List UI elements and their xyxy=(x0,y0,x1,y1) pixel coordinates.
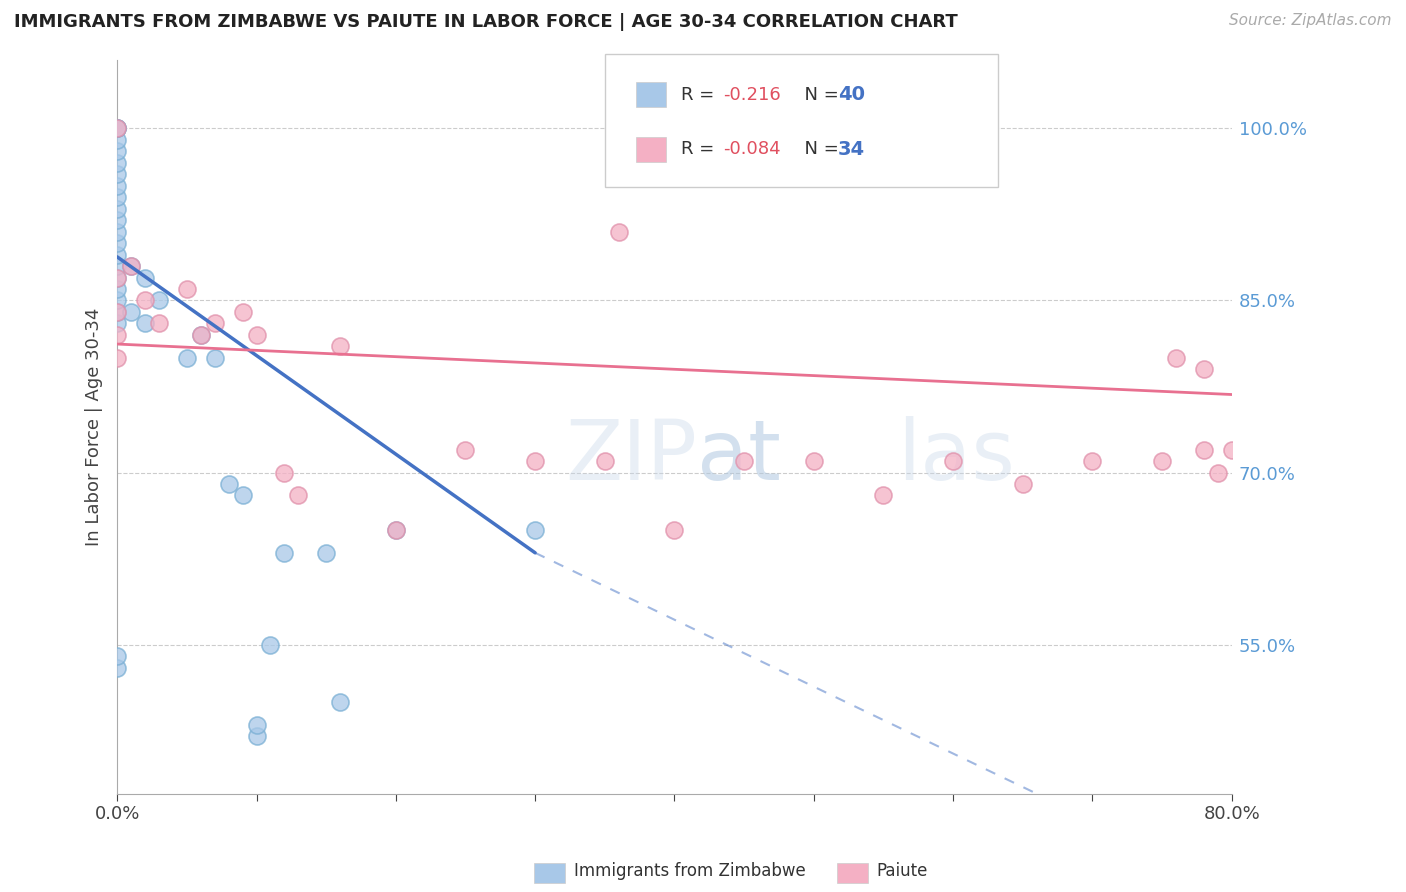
Point xyxy=(232,488,254,502)
Point xyxy=(134,317,156,331)
Point xyxy=(803,454,825,468)
Point xyxy=(733,454,755,468)
Point xyxy=(524,523,547,537)
Point xyxy=(190,327,212,342)
Text: IMMIGRANTS FROM ZIMBABWE VS PAIUTE IN LABOR FORCE | AGE 30-34 CORRELATION CHART: IMMIGRANTS FROM ZIMBABWE VS PAIUTE IN LA… xyxy=(14,13,957,31)
Point xyxy=(232,305,254,319)
Point xyxy=(105,270,128,285)
Text: R =: R = xyxy=(681,86,720,103)
Point xyxy=(273,546,295,560)
Text: -0.216: -0.216 xyxy=(723,86,780,103)
Text: Immigrants from Zimbabwe: Immigrants from Zimbabwe xyxy=(574,862,806,880)
Point xyxy=(454,442,477,457)
Point xyxy=(245,729,267,743)
Point xyxy=(593,454,616,468)
Point xyxy=(1192,362,1215,376)
Point xyxy=(105,305,128,319)
Point xyxy=(134,270,156,285)
Point xyxy=(259,638,281,652)
Point xyxy=(105,259,128,273)
Text: 40: 40 xyxy=(838,86,865,104)
Point xyxy=(105,327,128,342)
Point xyxy=(105,317,128,331)
Point xyxy=(105,202,128,216)
Text: N =: N = xyxy=(793,140,845,159)
Point xyxy=(176,282,198,296)
Text: -0.084: -0.084 xyxy=(723,140,780,159)
Point xyxy=(245,718,267,732)
Point xyxy=(664,523,686,537)
Point xyxy=(1192,442,1215,457)
Text: Source: ZipAtlas.com: Source: ZipAtlas.com xyxy=(1229,13,1392,29)
Point xyxy=(105,305,128,319)
Point xyxy=(105,190,128,204)
Point xyxy=(1164,351,1187,365)
Point xyxy=(1081,454,1104,468)
Point xyxy=(204,351,226,365)
Point xyxy=(1011,477,1033,491)
Point xyxy=(105,121,128,136)
Point xyxy=(148,317,170,331)
Text: N =: N = xyxy=(793,86,845,103)
Point xyxy=(329,695,352,709)
Point xyxy=(105,293,128,308)
Point xyxy=(105,167,128,181)
Point xyxy=(872,488,894,502)
Point xyxy=(105,156,128,170)
Point xyxy=(105,121,128,136)
Point xyxy=(329,339,352,353)
Point xyxy=(120,305,142,319)
Point xyxy=(105,648,128,663)
Point xyxy=(190,327,212,342)
Point xyxy=(176,351,198,365)
Text: Paiute: Paiute xyxy=(876,862,928,880)
Point xyxy=(218,477,240,491)
Point xyxy=(105,236,128,251)
Point xyxy=(315,546,337,560)
Point xyxy=(105,270,128,285)
Text: ZIP: ZIP xyxy=(565,416,697,497)
Point xyxy=(1150,454,1173,468)
Point xyxy=(942,454,965,468)
Point xyxy=(1220,442,1243,457)
Text: 34: 34 xyxy=(838,140,865,159)
Point xyxy=(1206,466,1229,480)
Point xyxy=(385,523,408,537)
Point xyxy=(105,121,128,136)
Point xyxy=(105,351,128,365)
Text: R =: R = xyxy=(681,140,720,159)
Point xyxy=(105,660,128,674)
Point xyxy=(105,133,128,147)
Point xyxy=(105,121,128,136)
Point xyxy=(105,247,128,261)
Text: las: las xyxy=(897,416,1015,497)
Point xyxy=(524,454,547,468)
Point xyxy=(105,145,128,159)
Text: at: at xyxy=(697,416,780,497)
Point xyxy=(607,225,630,239)
Point xyxy=(148,293,170,308)
Y-axis label: In Labor Force | Age 30-34: In Labor Force | Age 30-34 xyxy=(86,308,103,546)
Point xyxy=(105,282,128,296)
Point xyxy=(120,259,142,273)
Point xyxy=(134,293,156,308)
Point xyxy=(204,317,226,331)
Point xyxy=(120,259,142,273)
Point xyxy=(273,466,295,480)
Point xyxy=(105,178,128,193)
Point xyxy=(105,213,128,227)
Point xyxy=(105,225,128,239)
Point xyxy=(385,523,408,537)
Point xyxy=(287,488,309,502)
Point xyxy=(245,327,267,342)
